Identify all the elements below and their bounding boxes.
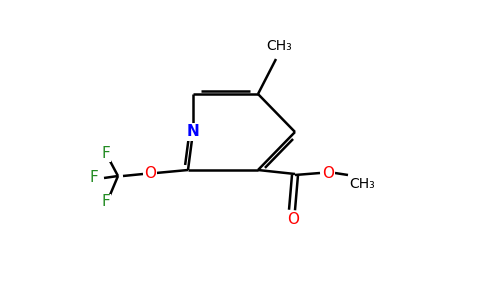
Text: CH₃: CH₃ (266, 39, 292, 53)
Text: O: O (322, 166, 334, 181)
Text: F: F (102, 194, 110, 209)
Text: F: F (102, 146, 110, 161)
Text: O: O (144, 167, 156, 182)
Text: CH₃: CH₃ (349, 177, 375, 191)
Text: F: F (90, 170, 98, 185)
Text: N: N (187, 124, 199, 140)
Text: O: O (287, 212, 299, 226)
